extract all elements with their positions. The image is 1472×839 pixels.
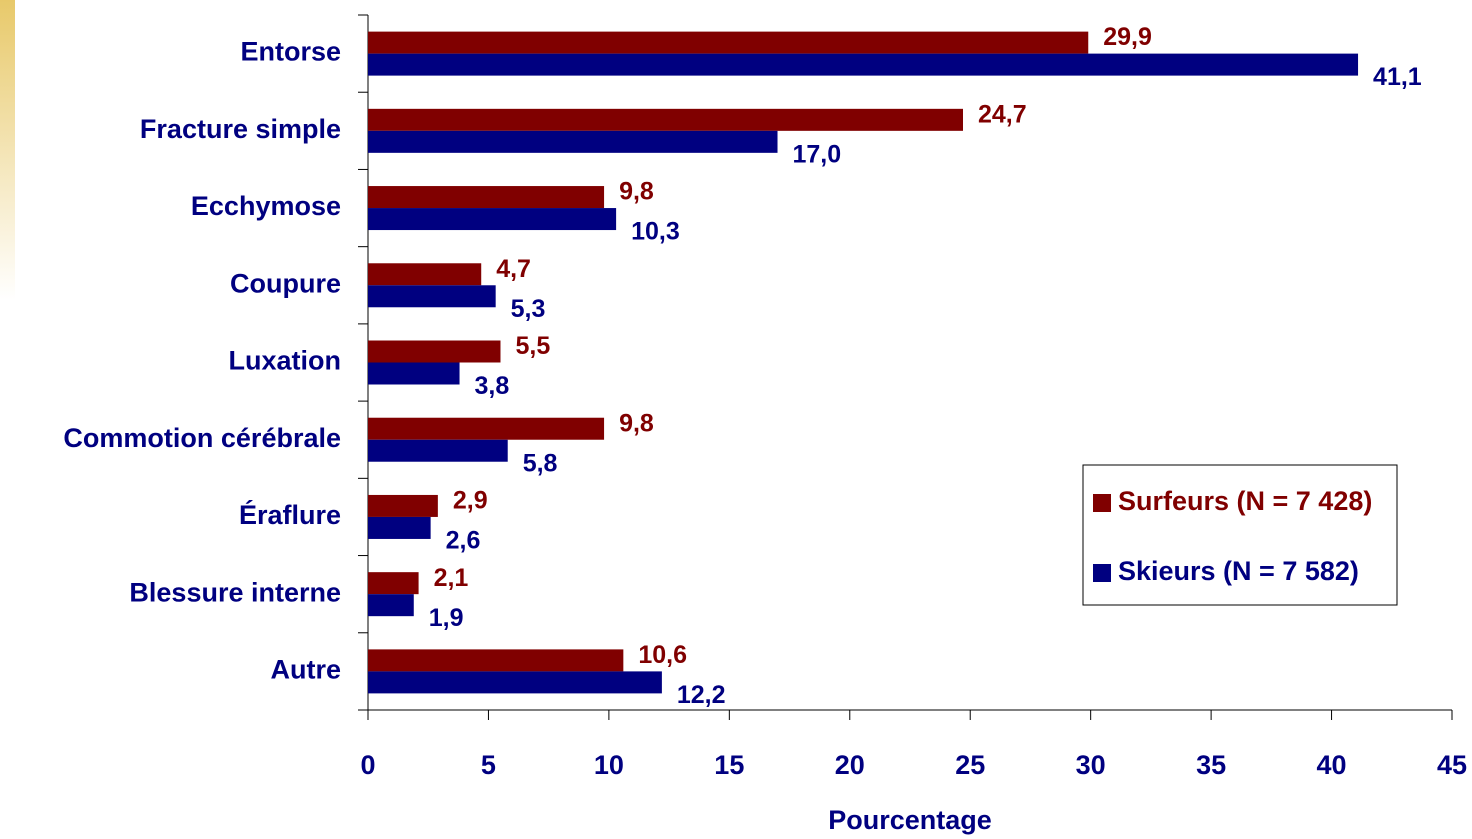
y-tick-label: Coupure: [230, 268, 341, 298]
data-label: 24,7: [978, 100, 1027, 128]
x-axis-title: Pourcentage: [828, 805, 992, 835]
bar: [368, 53, 1359, 76]
legend-swatch: [1093, 494, 1111, 512]
bar: [368, 417, 605, 440]
data-label: 1,9: [429, 604, 464, 632]
bar: [368, 130, 778, 153]
bar: [368, 594, 414, 617]
data-label: 10,3: [631, 218, 680, 246]
data-label: 2,9: [453, 487, 488, 515]
y-tick-label: Éraflure: [239, 499, 341, 530]
bar: [368, 572, 419, 595]
legend-swatch: [1093, 564, 1111, 582]
y-tick-label: Ecchymose: [191, 191, 341, 221]
y-tick-label: Entorse: [240, 37, 341, 67]
data-label: 2,1: [434, 564, 469, 592]
data-label: 29,9: [1103, 23, 1152, 51]
x-tick-label: 20: [835, 750, 865, 780]
bar: [368, 439, 508, 462]
data-label: 41,1: [1373, 63, 1422, 91]
x-tick-label: 40: [1317, 750, 1347, 780]
data-label: 9,8: [619, 178, 654, 206]
bar: [368, 494, 438, 517]
bar: [368, 649, 624, 672]
y-tick-label: Commotion cérébrale: [63, 423, 341, 453]
x-tick-label: 35: [1196, 750, 1226, 780]
data-label: 5,3: [511, 295, 546, 323]
data-label: 10,6: [638, 641, 687, 669]
x-tick-label: 0: [360, 750, 375, 780]
x-tick-label: 30: [1076, 750, 1106, 780]
y-tick-label: Blessure interne: [129, 577, 341, 607]
bar: [368, 362, 460, 385]
x-tick-label: 5: [481, 750, 496, 780]
bar: [368, 671, 662, 694]
y-tick-label: Autre: [270, 655, 341, 685]
x-tick-label: 10: [594, 750, 624, 780]
bar: [368, 31, 1089, 54]
bar: [368, 108, 963, 131]
x-tick-label: 15: [714, 750, 744, 780]
y-tick-label: Luxation: [229, 346, 342, 376]
y-tick-label: Fracture simple: [140, 114, 341, 144]
x-tick-label: 25: [955, 750, 985, 780]
legend-label: Surfeurs (N = 7 428): [1118, 486, 1372, 516]
data-label: 5,8: [523, 449, 558, 477]
decor-strip: [0, 0, 15, 300]
data-label: 3,8: [475, 372, 510, 400]
data-label: 4,7: [496, 255, 531, 283]
bar: [368, 208, 617, 231]
bar: [368, 340, 501, 363]
bar: [368, 285, 496, 308]
bar: [368, 516, 431, 539]
legend-label: Skieurs (N = 7 582): [1118, 556, 1359, 586]
bar: [368, 186, 605, 209]
bar: [368, 263, 482, 286]
data-label: 17,0: [793, 140, 842, 168]
data-label: 2,6: [446, 527, 481, 555]
data-label: 9,8: [619, 409, 654, 437]
data-label: 5,5: [515, 332, 550, 360]
data-label: 12,2: [677, 681, 726, 709]
x-tick-label: 45: [1437, 750, 1467, 780]
legend-box: [1082, 464, 1398, 606]
